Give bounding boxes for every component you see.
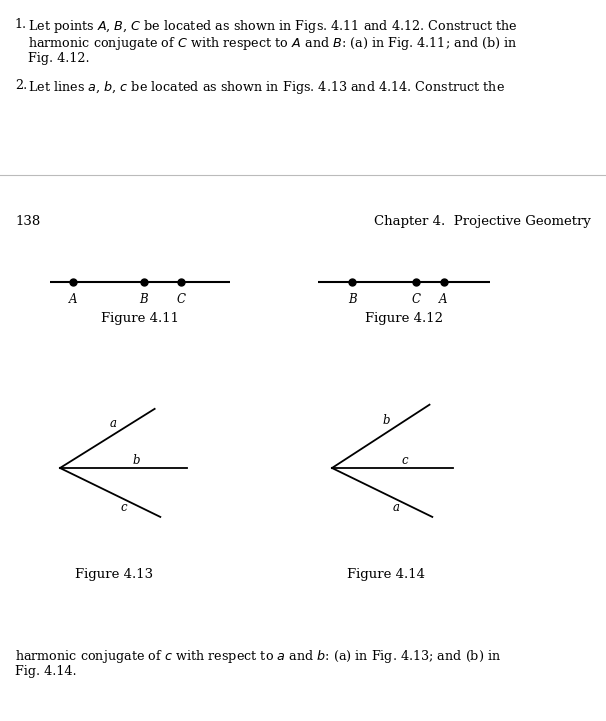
Text: harmonic conjugate of $C$ with respect to $A$ and $B$: (a) in Fig. 4.11; and (b): harmonic conjugate of $C$ with respect t… (28, 35, 518, 52)
Text: A: A (439, 293, 448, 306)
Text: Figure 4.14: Figure 4.14 (347, 568, 425, 581)
Text: 1.: 1. (15, 18, 27, 31)
Text: a: a (393, 501, 400, 514)
Text: A: A (69, 293, 78, 306)
Text: b: b (133, 454, 141, 466)
Text: Figure 4.12: Figure 4.12 (365, 312, 443, 325)
Text: b: b (383, 415, 390, 428)
Text: harmonic conjugate of $c$ with respect to $a$ and $b$: (a) in Fig. 4.13; and (b): harmonic conjugate of $c$ with respect t… (15, 648, 501, 665)
Text: Figure 4.13: Figure 4.13 (75, 568, 153, 581)
Text: Let points $A$, $B$, $C$ be located as shown in Figs. 4.11 and 4.12. Construct t: Let points $A$, $B$, $C$ be located as s… (28, 18, 518, 35)
Text: C: C (411, 293, 421, 306)
Text: Fig. 4.14.: Fig. 4.14. (15, 665, 76, 678)
Text: Let lines $a$, $b$, $c$ be located as shown in Figs. 4.13 and 4.14. Construct th: Let lines $a$, $b$, $c$ be located as sh… (28, 79, 505, 96)
Text: B: B (139, 293, 148, 306)
Text: c: c (121, 501, 127, 514)
Text: C: C (177, 293, 186, 306)
Text: c: c (401, 454, 408, 466)
Text: B: B (348, 293, 357, 306)
Text: 138: 138 (15, 215, 40, 228)
Text: Fig. 4.12.: Fig. 4.12. (28, 52, 90, 65)
Text: Figure 4.11: Figure 4.11 (101, 312, 179, 325)
Text: 2.: 2. (15, 79, 27, 92)
Text: a: a (109, 417, 116, 430)
Text: Chapter 4.  Projective Geometry: Chapter 4. Projective Geometry (374, 215, 591, 228)
